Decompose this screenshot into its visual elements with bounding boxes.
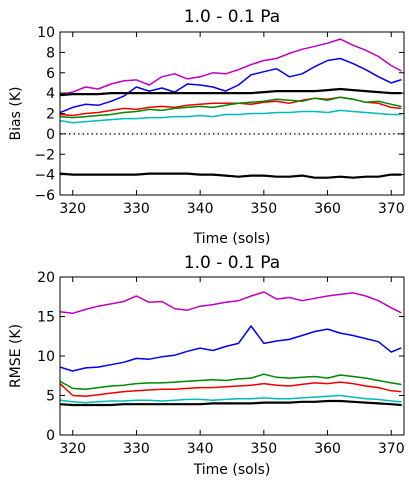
y-tick-label: 10 — [37, 25, 55, 41]
series-line-3 — [60, 87, 402, 97]
plot-frame — [59, 276, 405, 436]
y-tick-label: 15 — [37, 310, 55, 326]
y-tick-label: 0 — [46, 428, 55, 444]
x-axis-label: Time (sols) — [193, 231, 271, 247]
x-tick-label: 360 — [314, 201, 341, 217]
y-tick-label: −2 — [34, 147, 55, 163]
series-line-4 — [60, 381, 402, 398]
series-line-4 — [60, 96, 402, 117]
series-line-2 — [60, 325, 402, 372]
y-tick-label: 0 — [46, 127, 55, 143]
series-line-3 — [60, 373, 402, 390]
y-tick-label: −4 — [34, 168, 55, 184]
series-line-7 — [60, 172, 402, 179]
x-tick-label: 370 — [378, 441, 405, 457]
y-tick-label: 8 — [46, 45, 55, 61]
x-tick-label: 340 — [187, 441, 214, 457]
x-tick-label: 360 — [314, 441, 341, 457]
x-tick-label: 330 — [123, 201, 150, 217]
x-tick-label: 350 — [250, 201, 277, 217]
y-tick-label: 5 — [46, 389, 55, 405]
x-axis-label: Time (sols) — [193, 462, 271, 478]
series-line-1 — [60, 38, 402, 95]
y-tick-label: 6 — [46, 66, 55, 82]
x-tick-label: 340 — [187, 201, 214, 217]
x-tick-label: 350 — [250, 441, 277, 457]
y-axis-label: Bias (K) — [8, 87, 24, 141]
y-tick-label: 10 — [37, 349, 55, 365]
series-line-1 — [60, 291, 402, 315]
chart-title: 1.0 - 0.1 Pa — [184, 253, 280, 273]
x-tick-label: 320 — [59, 441, 86, 457]
y-axis-label: RMSE (K) — [8, 324, 24, 388]
chart-panel-1: 1.0 - 0.1 Pa 320 330 340 350 360 370 −6 −4 −2 0 2 4 6… — [8, 7, 405, 247]
y-tick-label: 4 — [46, 86, 55, 102]
series-line-5 — [60, 394, 402, 404]
x-tick-label: 370 — [378, 201, 405, 217]
chart-panel-2: 1.0 - 0.1 Pa 320 330 340 350 360 370 0 5 10 15 20 Ti… — [8, 253, 405, 478]
y-tick-label: 2 — [46, 107, 55, 123]
plot-frame — [59, 31, 405, 196]
chart-title: 1.0 - 0.1 Pa — [184, 7, 280, 27]
y-tick-label: −6 — [34, 188, 55, 204]
series-line-5 — [60, 96, 402, 119]
x-tick-label: 320 — [59, 201, 86, 217]
series-line-6 — [60, 399, 402, 407]
x-tick-label: 330 — [123, 441, 150, 457]
series-line-6 — [60, 109, 402, 124]
y-tick-label: 20 — [37, 270, 55, 286]
series-line-2 — [60, 57, 402, 114]
